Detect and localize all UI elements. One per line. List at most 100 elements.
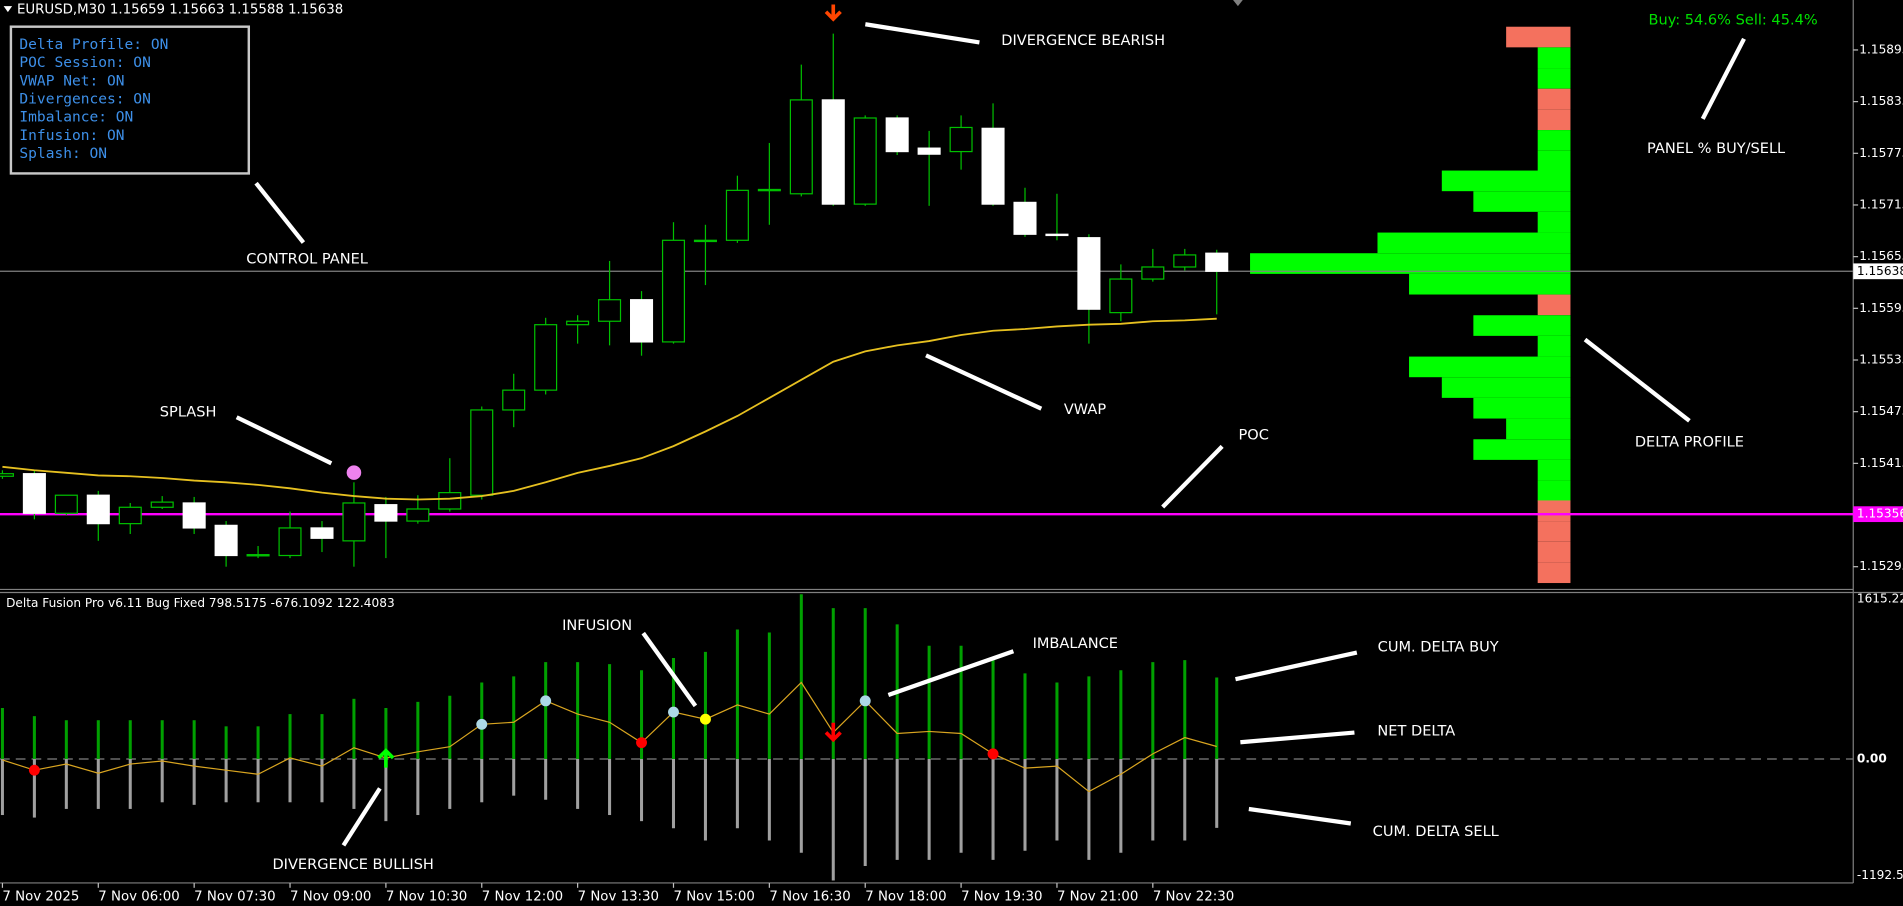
y-tick-label: 1.15475	[1859, 404, 1903, 418]
profile-bar	[1473, 191, 1571, 212]
candle-body	[725, 189, 749, 241]
candle-body	[342, 502, 366, 542]
high-value: 1.15663	[169, 3, 224, 18]
y-tick-label: 1.15295	[1859, 559, 1903, 573]
annotation: DIVERGENCE BEARISH	[1001, 32, 1165, 49]
annotation: DELTA PROFILE	[1635, 434, 1744, 451]
profile-bar	[1441, 377, 1571, 398]
signal-dot	[699, 713, 711, 725]
vwap-line	[2, 317, 1217, 501]
poc-label-box	[1853, 506, 1903, 523]
menu-triangle[interactable]	[3, 6, 13, 13]
shift-marker	[1233, 0, 1243, 7]
sell-value: -676.1092	[271, 595, 333, 609]
x-tick-label: 7 Nov 16:30	[769, 889, 850, 904]
annotations: DIVERGENCE BEARISH CONTROL PANEL SPLASH …	[160, 22, 1786, 873]
candle-body	[566, 320, 590, 326]
annotation: NET DELTA	[1377, 722, 1455, 739]
candle-body	[438, 492, 462, 510]
pointer	[254, 181, 306, 244]
annotation: CUM. DELTA SELL	[1373, 823, 1500, 840]
control-item[interactable]: POC Session: ON	[19, 54, 150, 71]
y-tick-label: 1.15655	[1859, 249, 1903, 263]
candle-body	[917, 147, 941, 155]
poc-label: 1.15356	[1857, 507, 1903, 521]
signal-dot	[476, 718, 488, 730]
y-tick-label: 1615.222	[1857, 592, 1903, 606]
y-tick-label: 1.15535	[1859, 353, 1903, 367]
candle-body	[374, 504, 398, 522]
candle-body	[1045, 233, 1069, 237]
candle-body	[22, 473, 46, 514]
profile-bar	[1537, 480, 1571, 502]
x-tick-label: 7 Nov 18:00	[865, 889, 946, 904]
divergence-arrow	[824, 722, 842, 743]
profile-bar	[1473, 397, 1571, 419]
control-item[interactable]: Splash: ON	[19, 145, 107, 162]
signal-dot	[540, 695, 552, 707]
candle-body	[821, 99, 845, 205]
symbol: EURUSD,M30	[17, 3, 106, 18]
control-panel-box	[9, 25, 251, 175]
profile-bar	[1377, 232, 1571, 254]
candle-body	[502, 389, 526, 411]
x-tick-label: 7 Nov 10:30	[386, 889, 467, 904]
chart-header: EURUSD,M30 1.15659 1.15663 1.15588 1.156…	[17, 3, 343, 18]
profile-bar	[1506, 26, 1571, 48]
candle-body	[0, 473, 14, 477]
pointer	[1235, 650, 1358, 682]
profile-bar	[1537, 68, 1571, 89]
profile-bar	[1537, 150, 1571, 172]
y-tick-label: -1192.51	[1857, 868, 1903, 882]
annotation: CUM. DELTA BUY	[1378, 639, 1499, 656]
profile-bar	[1506, 418, 1571, 440]
profile-bar	[1537, 541, 1571, 563]
indicator-header: Delta Fusion Pro v6.11 Bug Fixed 798.517…	[6, 595, 395, 609]
profile-bar	[1441, 170, 1571, 192]
x-tick-label: 7 Nov 09:00	[290, 889, 371, 904]
x-tick-label: 7 Nov 21:00	[1057, 889, 1138, 904]
candle-body	[1205, 252, 1229, 272]
y-tick-label: 1.15775	[1859, 146, 1903, 160]
control-item[interactable]: Infusion: ON	[19, 127, 124, 144]
profile-bar	[1537, 130, 1571, 151]
signal-dot	[859, 695, 871, 707]
pointer	[341, 787, 382, 847]
y-tick-label: 1.15715	[1859, 197, 1903, 211]
frame	[0, 0, 1903, 884]
profile-bar	[1537, 109, 1571, 131]
candle-body	[1173, 254, 1197, 268]
candle-body	[1109, 278, 1133, 314]
pointer	[1161, 444, 1224, 509]
annotation: IMBALANCE	[1033, 635, 1118, 652]
signal-dot	[636, 737, 647, 749]
profile-bar	[1409, 273, 1571, 295]
candle-body	[981, 127, 1005, 205]
candle-body	[598, 299, 622, 322]
control-item[interactable]: VWAP Net: ON	[19, 72, 124, 89]
annotation: CONTROL PANEL	[246, 251, 369, 268]
x-tick-label: 7 Nov 07:30	[194, 889, 275, 904]
signal-dot	[987, 748, 999, 760]
candle-body	[406, 508, 430, 522]
candle-body	[54, 494, 78, 514]
x-tick-label: 7 Nov 15:00	[673, 889, 754, 904]
control-item[interactable]: Imbalance: ON	[19, 109, 133, 126]
pointer	[1700, 37, 1746, 120]
candle-body	[310, 527, 334, 539]
pointer	[925, 353, 1043, 411]
control-panel[interactable]: Delta Profile: ON POC Session: ON VWAP N…	[9, 25, 251, 175]
candle-body	[534, 324, 558, 391]
net-line	[2, 681, 1217, 793]
candle-body	[182, 502, 206, 529]
control-item[interactable]: Delta Profile: ON	[19, 36, 168, 53]
control-item[interactable]: Divergences: ON	[19, 90, 150, 107]
low-value: 1.15588	[229, 3, 284, 18]
profile-bar	[1537, 335, 1571, 357]
buy-sell-ratio: Buy: 54.6% Sell: 45.4%	[1648, 12, 1817, 29]
profile-bar	[1473, 315, 1571, 336]
x-tick-label: 7 Nov 22:30	[1153, 889, 1234, 904]
candle-body	[885, 117, 909, 153]
profile-bar	[1537, 88, 1571, 110]
